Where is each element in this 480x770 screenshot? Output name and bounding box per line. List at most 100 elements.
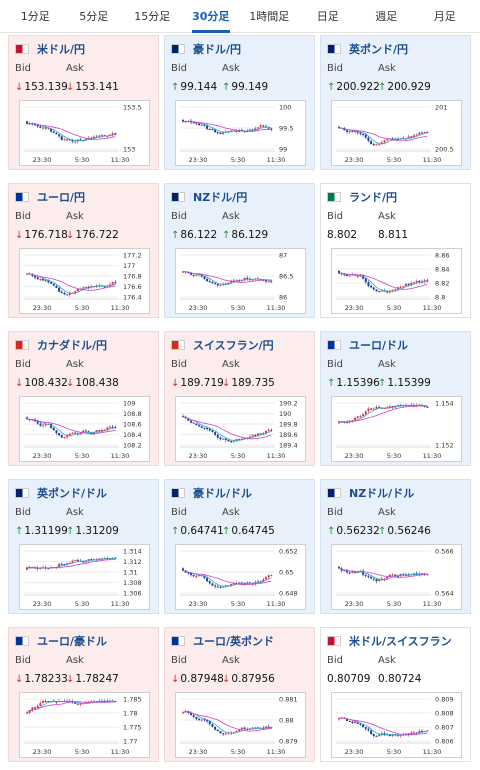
currency-pair-name[interactable]: 豪ドル/ドル: [193, 487, 253, 500]
rate-card[interactable]: 米ドル/円 Bid ↓153.139 Ask ↓153.141 153.5 153 23:30…: [8, 35, 159, 170]
candle-body: [206, 578, 209, 582]
mini-chart[interactable]: 0.881 0.88 0.879 23:30 5:30 11:30: [175, 692, 306, 758]
currency-pair-name[interactable]: スイスフラン/円: [193, 339, 274, 352]
candle-body: [34, 275, 37, 278]
currency-pair-name[interactable]: 英ポンド/ドル: [37, 487, 108, 500]
tab-timeframe[interactable]: 30分足: [182, 0, 241, 33]
mini-chart[interactable]: 0.566 0.564 23:30 5:30 11:30: [331, 544, 462, 610]
currency-flag-icon: [171, 488, 185, 498]
card-title[interactable]: カナダドル/円: [15, 338, 154, 352]
moving-average-line: [26, 557, 116, 569]
ask-value: 0.80724: [378, 673, 421, 685]
currency-pair-name[interactable]: ユーロ/円: [37, 191, 86, 204]
tab-timeframe[interactable]: 5分足: [79, 10, 109, 23]
mini-chart[interactable]: 153.5 153 23:30 5:30 11:30: [19, 100, 150, 166]
currency-flag-icon: [171, 44, 185, 54]
card-title[interactable]: 豪ドル/ドル: [171, 486, 310, 500]
mini-chart[interactable]: 87 86.5 86 23:30 5:30 11:30: [175, 248, 306, 314]
rate-card[interactable]: ランド/円 Bid 8.802 Ask 8.811 8.86 8.84 8.82 8.8 23:3…: [320, 183, 471, 318]
mini-chart[interactable]: 0.809 0.808 0.807 0.806 23:30 5:30 11:30: [331, 692, 462, 758]
rate-card[interactable]: 豪ドル/円 Bid ↑99.144 Ask ↑99.149 100 99.5 99 23:30 5…: [164, 35, 315, 170]
candle-body: [375, 289, 378, 291]
mini-chart[interactable]: 100 99.5 99 23:30 5:30 11:30: [175, 100, 306, 166]
card-title[interactable]: 米ドル/円: [15, 42, 154, 56]
rate-card[interactable]: 英ポンド/円 Bid ↑200.922 Ask ↑200.929 201 200.5 23:3…: [320, 35, 471, 170]
tab-timeframe[interactable]: 週足: [375, 10, 398, 23]
candle-body: [372, 734, 375, 736]
card-title[interactable]: ランド/円: [327, 190, 466, 204]
rate-card[interactable]: ユーロ/円 Bid ↓176.718 Ask ↓176.722 177.2 177 176.8…: [8, 183, 159, 318]
card-title[interactable]: NZドル/円: [171, 190, 310, 204]
candle-body: [254, 128, 257, 131]
card-title[interactable]: ユーロ/ドル: [327, 338, 466, 352]
currency-pair-name[interactable]: ユーロ/豪ドル: [37, 635, 108, 648]
currency-pair-name[interactable]: ランド/円: [349, 191, 398, 204]
card-title[interactable]: NZドル/ドル: [327, 486, 466, 500]
currency-pair-name[interactable]: 米ドル/スイスフラン: [349, 635, 452, 648]
rate-card[interactable]: 英ポンド/ドル Bid ↑1.31199 Ask ↑1.31209 1.314 1.312 1…: [8, 479, 159, 614]
candle-body: [31, 707, 34, 711]
candle-body: [359, 416, 362, 418]
candle-body: [103, 135, 106, 137]
x-tick-label: 5:30: [231, 156, 246, 164]
candle-body: [262, 579, 265, 582]
rate-card[interactable]: ユーロ/ドル Bid ↑1.15396 Ask ↑1.15399 1.154 1.152 23…: [320, 331, 471, 466]
rate-card[interactable]: NZドル/円 Bid ↑86.122 Ask ↑86.129 87 86.5 86 23:30 5…: [164, 183, 315, 318]
card-title[interactable]: 豪ドル/円: [171, 42, 310, 56]
bid-value: ↓153.139: [15, 81, 68, 93]
rate-card[interactable]: 豪ドル/ドル Bid ↑0.64741 Ask ↑0.64745 0.652 0.65 0.6…: [164, 479, 315, 614]
tab-timeframe[interactable]: 月足: [433, 10, 456, 23]
candle-body: [52, 131, 55, 133]
bid-value: ↑86.122: [171, 229, 217, 241]
rate-card[interactable]: 米ドル/スイスフラン Bid 0.80709 Ask 0.80724 0.809 0.808…: [320, 627, 471, 762]
card-title[interactable]: スイスフラン/円: [171, 338, 310, 352]
candle-body: [346, 718, 349, 721]
mini-chart[interactable]: 1.785 1.78 1.775 1.77 23:30 5:30 11:30: [19, 692, 150, 758]
candle-body: [348, 131, 351, 133]
tab-timeframe[interactable]: 日足: [316, 10, 339, 23]
mini-chart[interactable]: 8.86 8.84 8.82 8.8 23:30 5:30 11:30: [331, 248, 462, 314]
currency-pair-name[interactable]: ユーロ/ドル: [349, 339, 409, 352]
currency-pair-name[interactable]: 英ポンド/円: [349, 43, 409, 56]
candle-body: [214, 129, 217, 133]
candle-body: [182, 271, 184, 273]
mini-chart[interactable]: 109 108.8 108.6 108.4 108.2 23:30 5:30 11:30: [19, 396, 150, 462]
card-title[interactable]: 英ポンド/円: [327, 42, 466, 56]
candle-body: [224, 733, 227, 735]
x-tick-label: 11:30: [111, 600, 130, 608]
candlestick-chart: 1.785 1.78 1.775 1.77 23:30 5:30 11:30: [24, 696, 142, 756]
currency-pair-name[interactable]: ユーロ/英ポンド: [193, 635, 275, 648]
card-title[interactable]: ユーロ/豪ドル: [15, 634, 154, 648]
moving-average-line: [26, 123, 116, 142]
card-title[interactable]: ユーロ/英ポンド: [171, 634, 310, 648]
rate-card[interactable]: カナダドル/円 Bid ↓108.432 Ask ↓108.438 109 108.8 108…: [8, 331, 159, 466]
mini-chart[interactable]: 177.2 177 176.8 176.6 176.4 23:30 5:30 11:30: [19, 248, 150, 314]
currency-pair-name[interactable]: 米ドル/円: [37, 43, 86, 56]
currency-pair-name[interactable]: カナダドル/円: [37, 339, 108, 352]
bid-label: Bid: [327, 211, 343, 222]
currency-pair-name[interactable]: NZドル/円: [193, 191, 248, 204]
mini-chart[interactable]: 1.314 1.312 1.31 1.308 1.306 23:30 5:30 11:30: [19, 544, 150, 610]
moving-average-line: [26, 700, 116, 714]
rate-card[interactable]: ユーロ/英ポンド Bid ↓0.87948 Ask ↓0.87956 0.881 0.88 0…: [164, 627, 315, 762]
arrow-up-icon: ↑: [222, 526, 231, 537]
tab-timeframe[interactable]: 15分足: [134, 10, 171, 23]
candle-body: [372, 287, 375, 290]
candle-body: [76, 559, 79, 561]
bid-value: ↑0.64741: [171, 525, 224, 537]
currency-pair-name[interactable]: 豪ドル/円: [193, 43, 242, 56]
tab-timeframe[interactable]: 1時間足: [249, 10, 290, 23]
rate-card[interactable]: スイスフラン/円 Bid ↓189.719 Ask ↓189.735 190.2 190 18…: [164, 331, 315, 466]
currency-pair-name[interactable]: NZドル/ドル: [349, 487, 415, 500]
mini-chart[interactable]: 190.2 190 189.8 189.6 189.4 23:30 5:30 11:30: [175, 396, 306, 462]
card-title[interactable]: 英ポンド/ドル: [15, 486, 154, 500]
card-title[interactable]: 米ドル/スイスフラン: [327, 634, 466, 648]
tab-timeframe[interactable]: 1分足: [20, 10, 50, 23]
card-title[interactable]: ユーロ/円: [15, 190, 154, 204]
mini-chart[interactable]: 201 200.5 23:30 5:30 11:30: [331, 100, 462, 166]
mini-chart[interactable]: 1.154 1.152 23:30 5:30 11:30: [331, 396, 462, 462]
rate-card[interactable]: ユーロ/豪ドル Bid ↓1.78233 Ask ↓1.78247 1.785 1.78 1.…: [8, 627, 159, 762]
mini-chart[interactable]: 0.652 0.65 0.648 23:30 5:30 11:30: [175, 544, 306, 610]
candle-body: [426, 730, 429, 732]
rate-card[interactable]: NZドル/ドル Bid ↑0.56232 Ask ↑0.56246 0.566 0.564 2…: [320, 479, 471, 614]
